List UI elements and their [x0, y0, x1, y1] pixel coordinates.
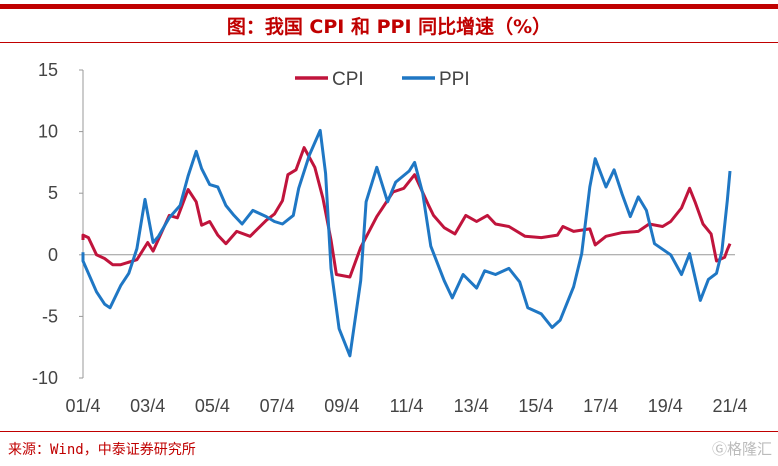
x-tick-label: 05/4	[195, 396, 230, 416]
x-tick-label: 19/4	[648, 396, 683, 416]
top-bar	[0, 4, 778, 9]
y-tick-label: 15	[38, 60, 58, 80]
legend-label-cpi: CPI	[332, 69, 364, 90]
y-tick-label: 10	[38, 122, 58, 142]
watermark-logo: Ⓖ格隆汇	[711, 440, 772, 458]
footer-divider	[0, 431, 778, 432]
title-divider	[0, 42, 778, 43]
x-tick-label: 21/4	[712, 396, 747, 416]
series-line-ppi	[81, 128, 732, 358]
x-tick-label: 09/4	[324, 396, 359, 416]
chart-title: 图：我国 CPI 和 PPI 同比增速（%）	[226, 16, 552, 38]
y-tick-label: -5	[42, 306, 58, 326]
y-tick-label: 5	[48, 183, 58, 203]
x-tick-label: 13/4	[454, 396, 489, 416]
y-tick-label: 0	[48, 245, 58, 265]
y-tick-label: -10	[32, 368, 58, 388]
series-line-cpi	[81, 146, 732, 279]
x-tick-label: 07/4	[260, 396, 295, 416]
x-tick-label: 15/4	[518, 396, 553, 416]
x-tick-label: 17/4	[583, 396, 618, 416]
source-note: 来源：Wind，中泰证券研究所	[8, 442, 196, 458]
legend-label-ppi: PPI	[439, 69, 470, 90]
x-tick-label: 11/4	[390, 396, 424, 416]
x-tick-label: 01/4	[65, 396, 100, 416]
x-tick-label: 03/4	[130, 396, 165, 416]
